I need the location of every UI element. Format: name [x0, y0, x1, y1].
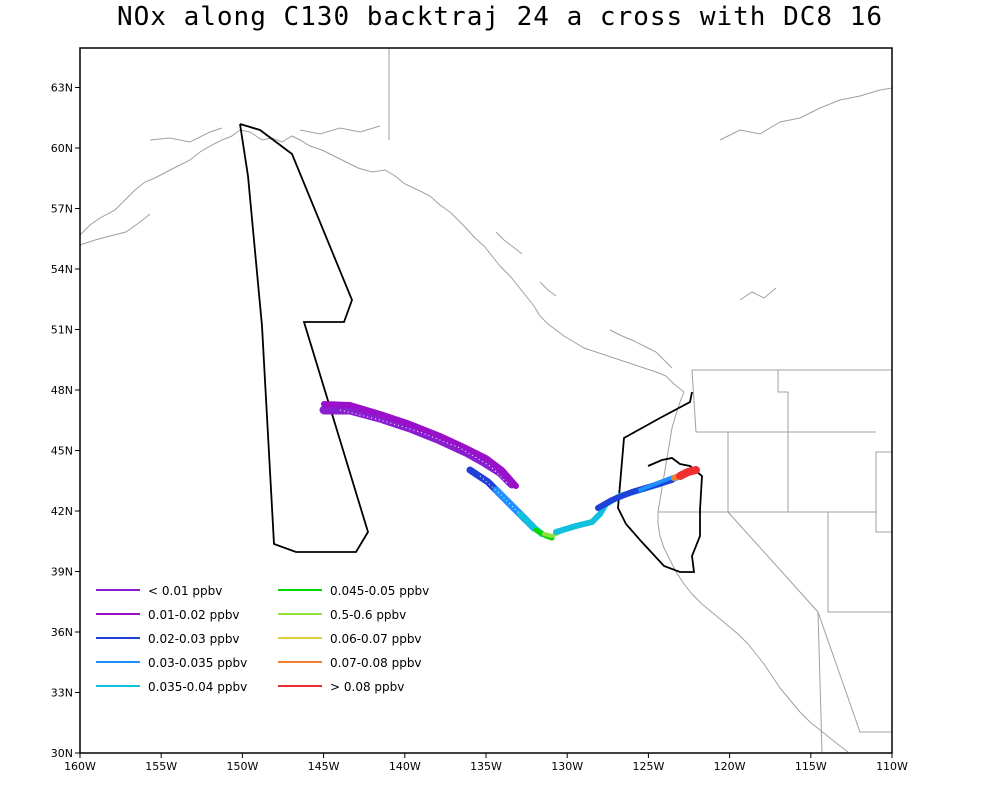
flight-track	[239, 123, 703, 573]
y-tick-label: 57N	[51, 203, 73, 216]
y-tick-label: 48N	[51, 384, 73, 397]
trajectory-segment	[676, 466, 700, 480]
legend-label: < 0.01 ppbv	[148, 584, 222, 598]
nox-trajectory	[319, 401, 700, 541]
x-tick-label: 110W	[876, 760, 908, 773]
y-tick-label: 30N	[51, 747, 73, 760]
x-tick-label: 155W	[145, 760, 177, 773]
trajectory-segment	[321, 401, 519, 489]
legend-label: > 0.08 ppbv	[330, 680, 404, 694]
x-tick-label: 115W	[795, 760, 827, 773]
legend-label: 0.07-0.08 ppbv	[330, 656, 422, 670]
y-tick-label: 60N	[51, 142, 73, 155]
y-tick-label: 33N	[51, 687, 73, 700]
y-tick-label: 45N	[51, 445, 73, 458]
x-tick-label: 160W	[64, 760, 96, 773]
x-tick-label: 135W	[470, 760, 502, 773]
y-axis-ticks: 30N 33N 36N 39N 42N 45N 48N 51N 54N 57N 60N 63N	[51, 82, 80, 760]
legend-label: 0.03-0.035 ppbv	[148, 656, 247, 670]
trajectory-texture	[339, 409, 509, 485]
coastlines	[80, 48, 892, 753]
trajectory-segment	[638, 474, 678, 492]
x-tick-label: 120W	[714, 760, 746, 773]
x-tick-label: 125W	[632, 760, 664, 773]
legend-label: 0.02-0.03 ppbv	[148, 632, 240, 646]
y-tick-label: 51N	[51, 324, 73, 337]
map-frame	[79, 47, 893, 754]
legend-label: 0.01-0.02 ppbv	[148, 608, 240, 622]
x-tick-label: 145W	[308, 760, 340, 773]
y-tick-label: 42N	[51, 505, 73, 518]
trajectory-texture	[479, 475, 521, 515]
legend-label: 0.045-0.05 ppbv	[330, 584, 429, 598]
x-axis-ticks: 160W 155W 150W 145W 140W 135W 130W 125W 120W 115W…	[64, 753, 908, 773]
x-tick-label: 130W	[551, 760, 583, 773]
legend: < 0.01 ppbv 0.01-0.02 ppbv 0.02-0.03 ppbv 0…	[96, 584, 429, 694]
y-tick-label: 63N	[51, 82, 73, 95]
legend-label: 0.06-0.07 ppbv	[330, 632, 422, 646]
legend-label: 0.035-0.04 ppbv	[148, 680, 247, 694]
x-tick-label: 140W	[389, 760, 421, 773]
y-tick-label: 54N	[51, 263, 73, 276]
y-tick-label: 36N	[51, 626, 73, 639]
map-title: NOx along C130 backtraj 24 a cross with …	[116, 2, 884, 32]
y-tick-label: 39N	[51, 566, 73, 579]
trajectory-segment	[319, 405, 517, 489]
legend-label: 0.5-0.6 ppbv	[330, 608, 406, 622]
x-tick-label: 150W	[226, 760, 258, 773]
